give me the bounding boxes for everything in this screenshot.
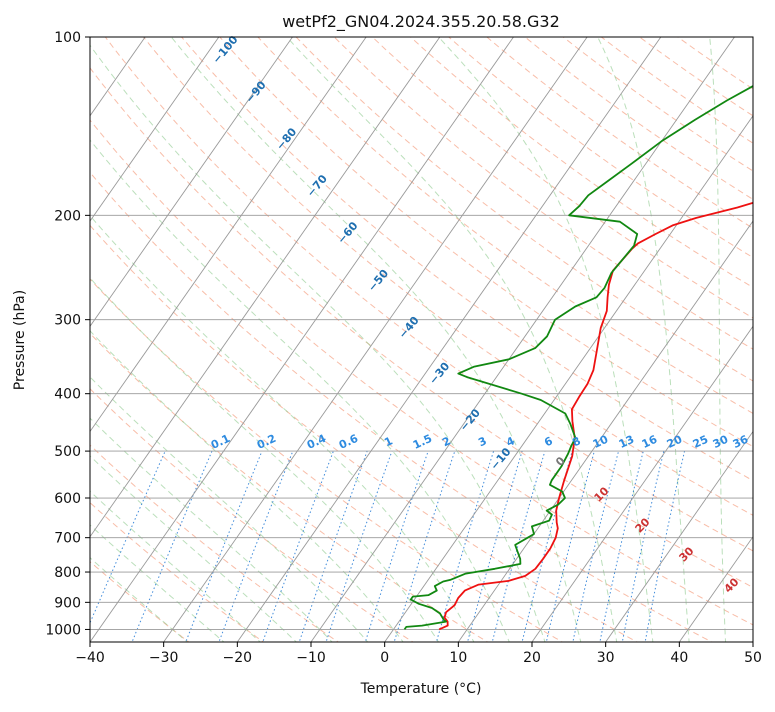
- dry-adiabat: [58, 24, 775, 645]
- y-tick-label: 600: [54, 491, 81, 507]
- x-axis: −40 −30 −20 −10 0 10 20 30 40 50: [75, 642, 762, 666]
- mixing-ratio-label: 13: [617, 433, 636, 451]
- dry-adiabat-label: −40: [396, 314, 422, 341]
- dry-adiabat: [0, 24, 492, 645]
- mixing-ratio-line: [467, 451, 522, 644]
- dry-adiabat: [660, 24, 775, 645]
- moist-adiabat: [710, 37, 726, 644]
- dry-adiabat: [0, 24, 716, 645]
- isotherm: [753, 37, 775, 642]
- dry-adiabat-label: −20: [457, 406, 483, 433]
- mixing-ratio-line: [645, 451, 685, 644]
- dry-adiabat-label: −30: [427, 360, 453, 387]
- x-tick-label: −20: [223, 650, 253, 666]
- moist-adiabat-label: 20: [633, 515, 653, 535]
- temperature-profile-line: [439, 34, 775, 629]
- isotherm: [458, 37, 775, 642]
- isotherm: [90, 37, 514, 642]
- mixing-ratio-label: 4: [504, 434, 517, 449]
- mixing-ratio-line: [325, 451, 392, 644]
- moist-adiabat: [0, 37, 299, 644]
- dry-adiabat-label: −90: [243, 78, 269, 105]
- moist-adiabat: [598, 37, 690, 644]
- mixing-ratio-label: 1: [382, 434, 394, 449]
- y-axis: 100 200 300 400 500 600 700 800 900 1000: [45, 30, 90, 638]
- isotherm: [0, 37, 366, 642]
- moist-adiabat: [0, 37, 190, 644]
- y-tick-label: 100: [54, 30, 81, 46]
- dry-adiabat: [359, 24, 775, 645]
- moist-adiabat: [287, 37, 617, 644]
- x-tick-label: 50: [744, 650, 762, 666]
- mixing-ratio-label: 8: [570, 434, 582, 449]
- x-tick-label: 0: [380, 650, 389, 666]
- background-lines: [0, 24, 775, 645]
- mixing-ratio-line: [262, 451, 334, 644]
- y-tick-label: 700: [54, 531, 81, 547]
- dry-adiabat: [547, 24, 775, 645]
- mixing-ratio-label: 0.6: [337, 432, 360, 452]
- x-tick-label: 40: [670, 650, 688, 666]
- dry-adiabat-label: −80: [274, 125, 300, 152]
- moist-adiabat: [0, 37, 227, 644]
- moist-adiabat: [0, 37, 370, 644]
- chart-title: wetPf2_GN04.2024.355.20.58.G32: [282, 12, 560, 32]
- moist-adiabat: [0, 37, 405, 644]
- dry-adiabat-label: −50: [365, 267, 391, 294]
- isotherm: [0, 37, 219, 642]
- mixing-ratio-line: [546, 451, 595, 644]
- isotherm: [237, 37, 661, 642]
- dry-adiabat-label: −100: [210, 33, 241, 66]
- mixing-ratio-label: 1.5: [411, 432, 434, 452]
- mixing-ratio-line: [81, 451, 165, 644]
- y-tick-label: 400: [54, 387, 81, 403]
- dry-adiabat: [0, 24, 567, 645]
- y-tick-label: 200: [54, 208, 81, 224]
- isotherm: [532, 37, 775, 642]
- dry-adiabat: [246, 24, 775, 645]
- mixing-ratio-label: 30: [711, 433, 731, 451]
- y-tick-label: 1000: [45, 622, 81, 638]
- moist-adiabat: [0, 37, 475, 644]
- isotherm: [16, 37, 440, 642]
- dry-adiabat: [0, 24, 342, 645]
- dry-adiabat: [0, 24, 417, 645]
- x-tick-label: −30: [149, 650, 179, 666]
- mixing-ratio-line: [599, 451, 643, 644]
- dry-adiabat-label: −60: [335, 219, 361, 246]
- mixing-ratio-line: [131, 451, 212, 644]
- mixing-ratio-label: 6: [542, 434, 555, 449]
- isotherm: [385, 37, 775, 642]
- mixing-ratio-label: 25: [691, 433, 710, 451]
- isotherm: [0, 37, 72, 642]
- y-axis-label: Pressure (hPa): [12, 290, 28, 390]
- mixing-ratio-label: 16: [640, 433, 660, 451]
- x-tick-label: −10: [296, 650, 326, 666]
- mixing-ratio-line: [185, 451, 262, 644]
- x-tick-label: 10: [449, 650, 467, 666]
- moist-adiabat-label: 10: [592, 484, 612, 504]
- mixing-ratio-label: 3: [476, 434, 488, 449]
- y-tick-label: 900: [54, 595, 81, 611]
- mixing-ratio-line: [492, 451, 545, 644]
- x-tick-label: 30: [597, 650, 615, 666]
- mixing-ratio-line: [365, 451, 429, 644]
- x-tick-label: −40: [75, 650, 105, 666]
- y-tick-label: 500: [54, 444, 81, 460]
- x-axis-label: Temperature (°C): [360, 681, 482, 697]
- plot-frame: [90, 37, 753, 642]
- y-tick-label: 300: [54, 313, 81, 329]
- mixing-ratio-label: 0.1: [209, 432, 232, 452]
- y-tick-label: 800: [54, 565, 81, 581]
- moist-adiabat-label: 40: [722, 575, 742, 595]
- x-tick-label: 20: [523, 650, 541, 666]
